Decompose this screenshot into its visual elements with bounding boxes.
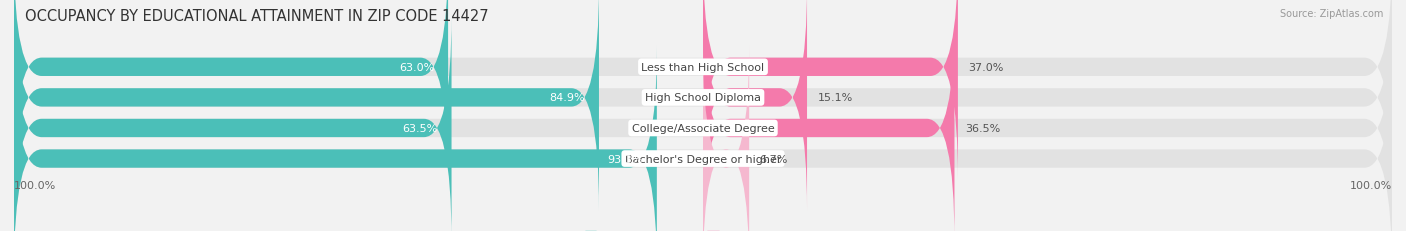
- Text: 63.5%: 63.5%: [402, 123, 437, 133]
- FancyBboxPatch shape: [703, 0, 957, 180]
- Text: Less than High School: Less than High School: [641, 63, 765, 73]
- Text: 100.0%: 100.0%: [1350, 180, 1392, 190]
- FancyBboxPatch shape: [14, 46, 1392, 231]
- FancyBboxPatch shape: [14, 0, 1392, 180]
- FancyBboxPatch shape: [703, 0, 807, 211]
- Legend: Owner-occupied, Renter-occupied: Owner-occupied, Renter-occupied: [579, 226, 827, 231]
- FancyBboxPatch shape: [703, 16, 955, 231]
- Text: Source: ZipAtlas.com: Source: ZipAtlas.com: [1279, 9, 1384, 19]
- Text: 93.3%: 93.3%: [607, 154, 643, 164]
- FancyBboxPatch shape: [703, 46, 749, 231]
- Text: 37.0%: 37.0%: [969, 63, 1004, 73]
- FancyBboxPatch shape: [14, 0, 599, 211]
- Text: 36.5%: 36.5%: [965, 123, 1000, 133]
- Text: College/Associate Degree: College/Associate Degree: [631, 123, 775, 133]
- FancyBboxPatch shape: [14, 46, 657, 231]
- Text: 15.1%: 15.1%: [817, 93, 852, 103]
- Text: Bachelor's Degree or higher: Bachelor's Degree or higher: [624, 154, 782, 164]
- FancyBboxPatch shape: [14, 0, 449, 180]
- FancyBboxPatch shape: [14, 0, 1392, 211]
- Text: OCCUPANCY BY EDUCATIONAL ATTAINMENT IN ZIP CODE 14427: OCCUPANCY BY EDUCATIONAL ATTAINMENT IN Z…: [25, 9, 489, 24]
- FancyBboxPatch shape: [14, 16, 451, 231]
- Text: High School Diploma: High School Diploma: [645, 93, 761, 103]
- Text: 63.0%: 63.0%: [399, 63, 434, 73]
- Text: 6.7%: 6.7%: [759, 154, 787, 164]
- FancyBboxPatch shape: [14, 16, 1392, 231]
- Text: 100.0%: 100.0%: [14, 180, 56, 190]
- Text: 84.9%: 84.9%: [550, 93, 585, 103]
